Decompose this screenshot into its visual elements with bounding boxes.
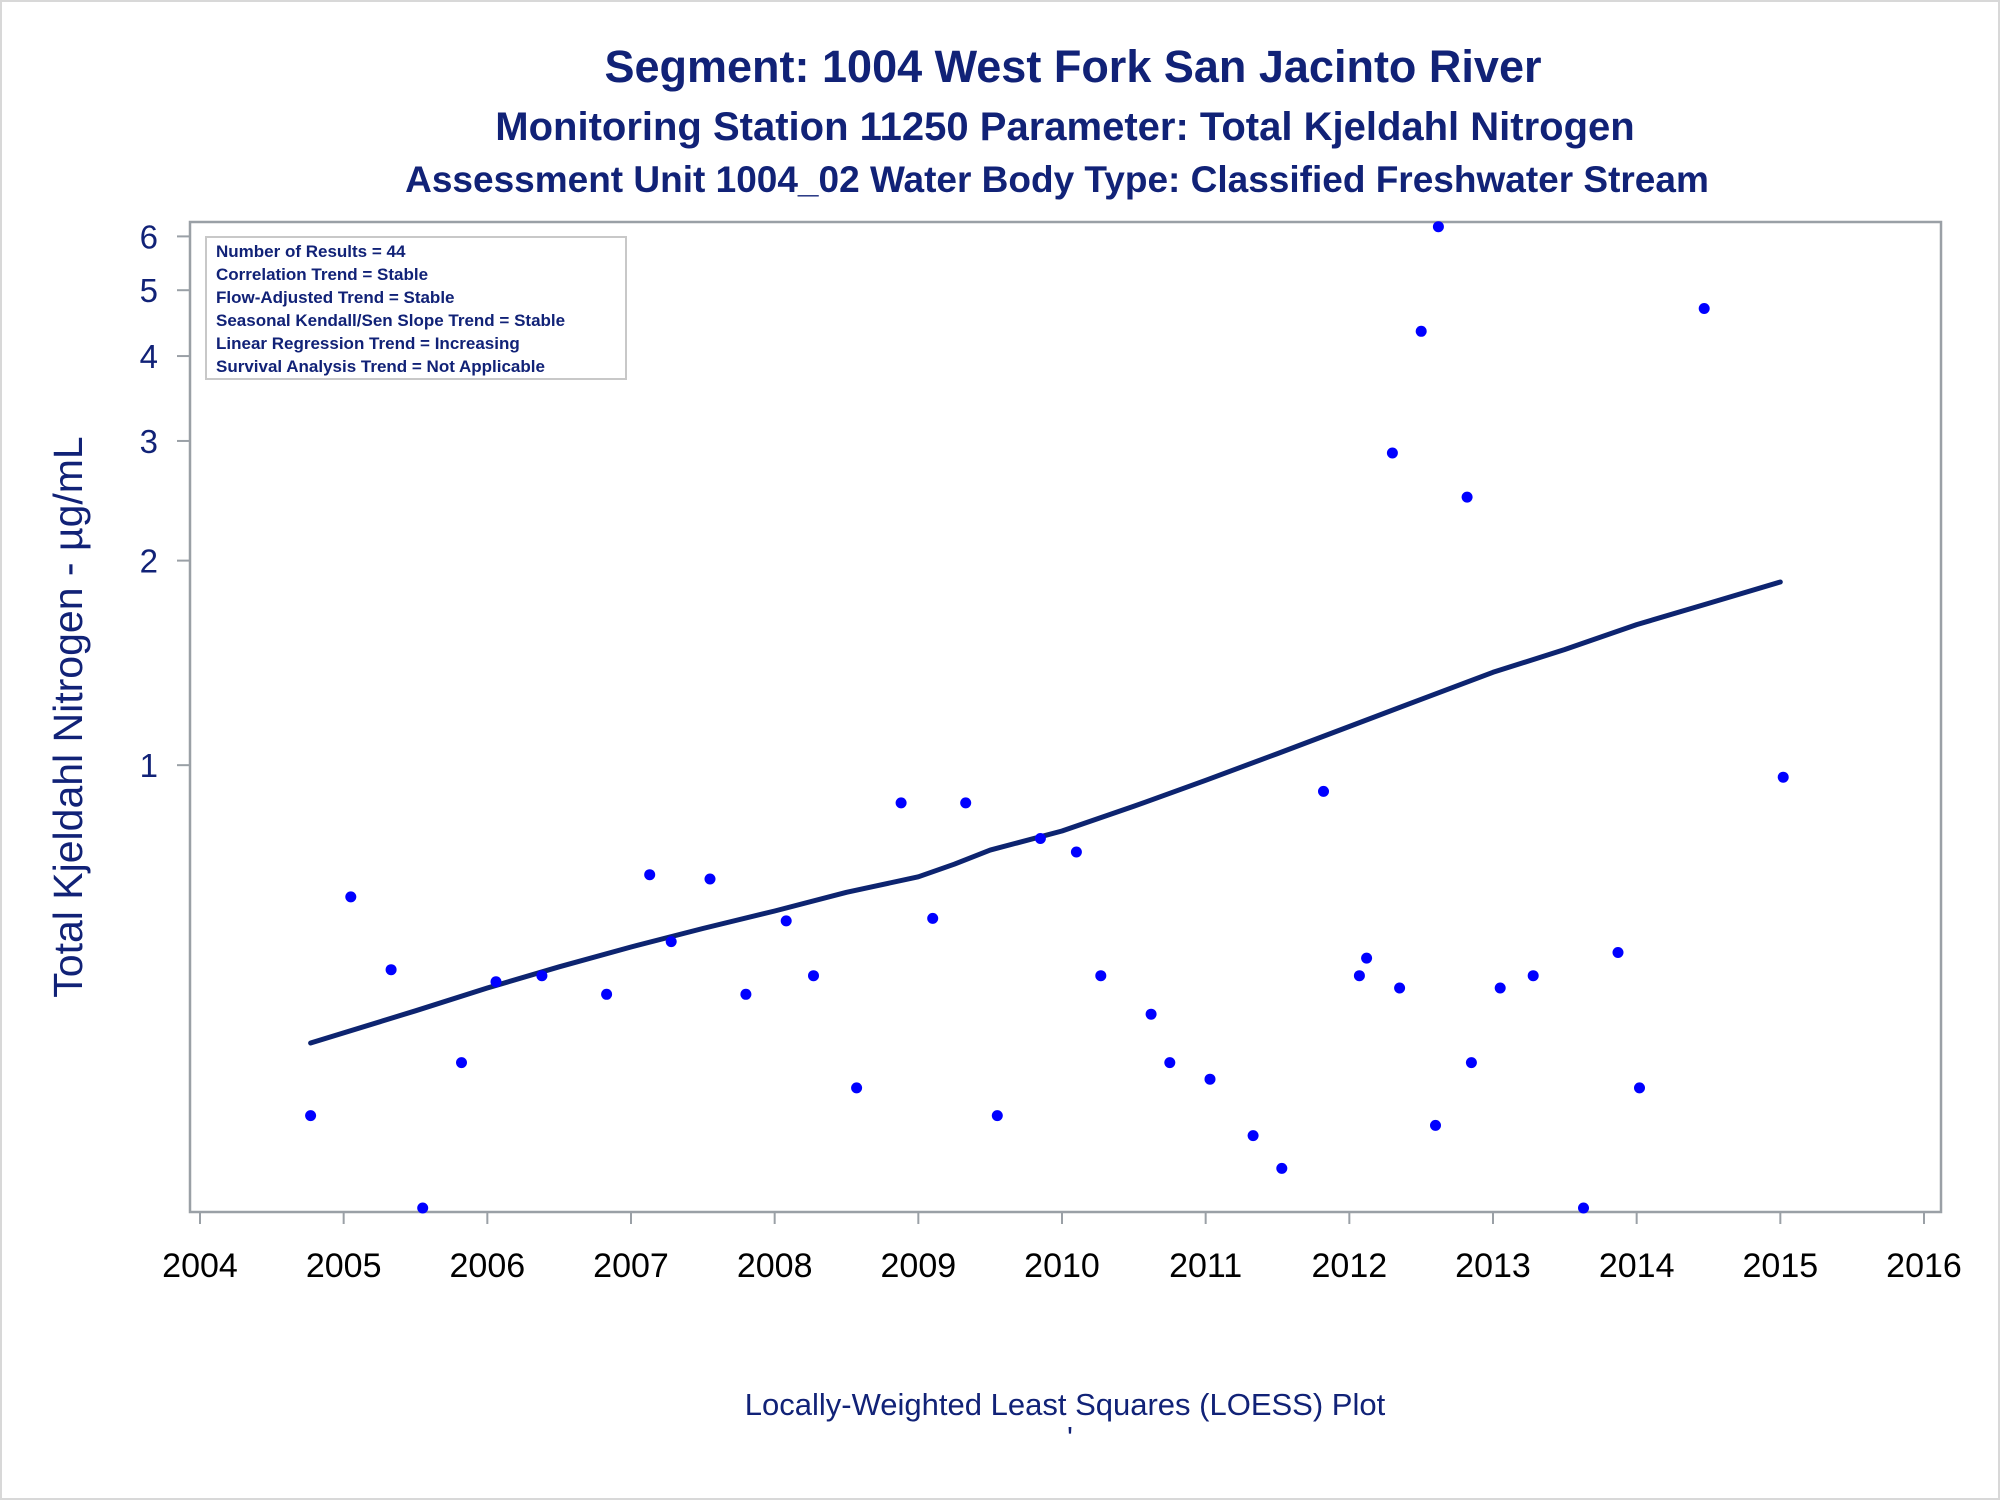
x-tick-label: 2010 xyxy=(1024,1247,1100,1285)
data-point xyxy=(601,988,613,1000)
data-point xyxy=(456,1057,467,1069)
stat-number-of-results: Number of Results = 44 xyxy=(216,242,406,261)
x-tick-label: 2009 xyxy=(881,1247,957,1285)
data-point xyxy=(1698,303,1710,314)
data-point xyxy=(305,1110,317,1122)
data-point xyxy=(1578,1202,1589,1214)
data-point xyxy=(808,970,819,982)
stats-box-frame xyxy=(205,236,627,380)
stat-correlation-trend: Correlation Trend = Stable xyxy=(216,265,428,284)
y-axis: 1 2 3 4 5 6 xyxy=(140,218,190,784)
data-point xyxy=(490,976,502,988)
data-point xyxy=(960,797,972,809)
x-tick-label: 2006 xyxy=(450,1247,526,1285)
data-point xyxy=(1145,1008,1157,1020)
data-point xyxy=(1204,1073,1216,1085)
chart-subtitle-2: Assessment Unit 1004_02 Water Body Type:… xyxy=(405,159,1709,200)
plot-area xyxy=(188,220,1943,1214)
data-point xyxy=(417,1202,429,1214)
data-point xyxy=(1164,1057,1176,1069)
data-point xyxy=(1465,1057,1477,1069)
stat-linear-regression-trend: Linear Regression Trend = Increasing xyxy=(216,334,520,353)
data-point xyxy=(1634,1082,1645,1094)
data-point xyxy=(665,936,677,948)
x-tick-label: 2004 xyxy=(162,1247,238,1285)
x-tick-label: 2015 xyxy=(1743,1247,1819,1285)
data-point xyxy=(780,915,792,927)
data-point xyxy=(1527,970,1539,982)
data-point xyxy=(851,1082,863,1094)
data-point xyxy=(1353,970,1365,982)
x-tick-label: 2013 xyxy=(1455,1247,1531,1285)
y-tick-label: 1 xyxy=(140,747,158,784)
data-point xyxy=(1494,982,1506,994)
y-axis-label: Total Kjeldahl Nitrogen - µg/mL xyxy=(45,436,91,997)
loess-curve-group xyxy=(308,579,1783,1046)
data-point xyxy=(1095,970,1107,982)
x-tick-label: 2012 xyxy=(1312,1247,1388,1285)
data-point xyxy=(1318,785,1329,797)
footnote-mark: ' xyxy=(1067,1420,1073,1455)
data-point xyxy=(1461,491,1473,503)
chart-title: Segment: 1004 West Fork San Jacinto Rive… xyxy=(604,41,1541,92)
data-point xyxy=(1612,947,1624,958)
stats-box: Number of Results = 44 Correlation Trend… xyxy=(205,236,627,380)
y-tick-label: 2 xyxy=(140,543,158,580)
data-point xyxy=(1386,447,1398,459)
y-tick-label: 4 xyxy=(140,338,158,375)
data-point xyxy=(1430,1119,1441,1131)
data-point xyxy=(1777,771,1789,783)
x-tick-label: 2011 xyxy=(1169,1247,1242,1285)
data-point xyxy=(895,797,907,809)
data-point xyxy=(740,988,752,1000)
stat-seasonal-kendall-trend: Seasonal Kendall/Sen Slope Trend = Stabl… xyxy=(216,311,565,330)
data-point xyxy=(1247,1130,1259,1142)
data-point xyxy=(1432,221,1444,233)
data-point xyxy=(1276,1162,1288,1174)
data-points xyxy=(305,221,1789,1214)
data-point xyxy=(704,873,716,885)
loess-curve xyxy=(308,579,1783,1046)
x-tick-label: 2014 xyxy=(1599,1247,1675,1285)
y-tick-label: 6 xyxy=(140,218,158,255)
x-tick-label: 2016 xyxy=(1886,1247,1962,1285)
data-point xyxy=(345,891,357,903)
data-point xyxy=(385,964,397,976)
footnote: Locally-Weighted Least Squares (LOESS) P… xyxy=(745,1387,1386,1422)
data-point xyxy=(1394,982,1406,994)
data-point xyxy=(1034,833,1046,844)
data-point xyxy=(1070,846,1082,858)
x-tick-label: 2007 xyxy=(593,1247,669,1285)
data-point xyxy=(1415,325,1427,337)
chart-subtitle: Monitoring Station 11250 Parameter: Tota… xyxy=(495,105,1634,149)
data-point xyxy=(536,970,548,982)
x-axis: 2004 2005 2006 2007 2008 2009 2010 2011 2012 2013… xyxy=(162,1212,1962,1285)
stat-survival-analysis-trend: Survival Analysis Trend = Not Applicable xyxy=(216,357,545,376)
data-point xyxy=(991,1110,1003,1122)
x-tick-label: 2005 xyxy=(306,1247,382,1285)
data-point xyxy=(1361,952,1373,964)
data-point xyxy=(644,869,656,881)
data-point xyxy=(927,912,939,924)
x-tick-label: 2008 xyxy=(737,1247,813,1285)
y-tick-label: 5 xyxy=(140,272,158,309)
y-tick-label: 3 xyxy=(140,423,158,460)
stat-flow-adjusted-trend: Flow-Adjusted Trend = Stable xyxy=(216,288,455,307)
